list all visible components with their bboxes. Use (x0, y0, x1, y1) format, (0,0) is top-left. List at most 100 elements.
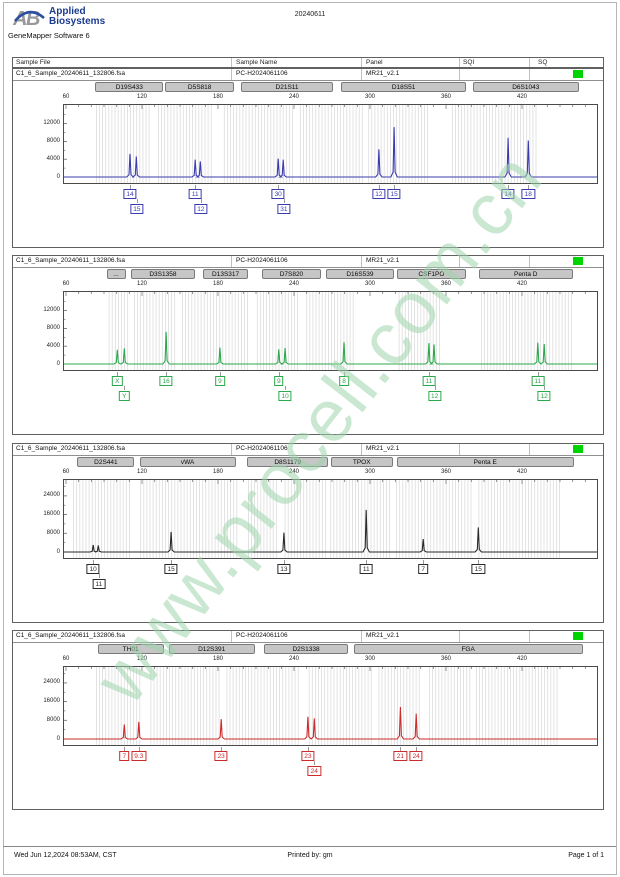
allele-connector (508, 185, 510, 189)
marker-d7s820[interactable]: D7S820 (262, 269, 321, 279)
x-tick-label: 120 (136, 656, 148, 662)
allele-label[interactable]: 15 (130, 204, 144, 214)
column-divider (231, 69, 232, 80)
col-panel: Panel (366, 59, 383, 66)
sample-name-value: PC-H2024061106 (236, 70, 288, 77)
allele-label[interactable]: 15 (387, 189, 401, 199)
allele-label[interactable]: 18 (521, 189, 535, 199)
allele-label[interactable]: 30 (271, 189, 285, 199)
allele-label[interactable]: 11 (422, 376, 436, 386)
sample-name-value: PC-H2024061106 (236, 445, 288, 452)
allele-labels-row: X Y 16 9 9 10 8 11 12 11 12 (63, 372, 598, 412)
x-tick-label: 60 (62, 94, 70, 100)
allele-label[interactable]: 15 (471, 564, 485, 574)
column-divider (231, 58, 232, 67)
y-tick-label: 8000 (46, 716, 60, 723)
allele-label[interactable]: 12 (427, 391, 442, 401)
column-divider (529, 69, 530, 80)
marker-tpox[interactable]: TPOX (330, 457, 393, 467)
marker-fga[interactable]: FGA (353, 644, 583, 654)
y-tick-label: 0 (56, 735, 60, 742)
marker-d2s1338[interactable]: D2S1338 (263, 644, 349, 654)
allele-connector (278, 372, 280, 376)
allele-label[interactable]: 11 (188, 189, 202, 199)
allele-connector (219, 372, 221, 376)
marker-d8s1179[interactable]: D8S1179 (247, 457, 329, 467)
x-tick-label: 60 (62, 656, 70, 662)
allele-label[interactable]: 14 (123, 189, 137, 199)
allele-label[interactable]: 7 (119, 751, 130, 761)
electropherogram-plot[interactable]: 0 8000 16000 24000 (43, 666, 598, 746)
column-divider (459, 444, 460, 455)
allele-label[interactable]: 21 (393, 751, 408, 761)
marker-th01[interactable]: TH01 (97, 644, 164, 654)
marker-d5s818[interactable]: D5S818 (164, 82, 235, 92)
allele-label[interactable]: X (112, 376, 123, 386)
allele-label[interactable]: 10 (278, 391, 292, 401)
marker-d2s441[interactable]: D2S441 (77, 457, 135, 467)
allele-label[interactable]: 14 (501, 189, 515, 199)
allele-connector (195, 185, 197, 189)
allele-connector (366, 560, 368, 564)
electropherogram-plot[interactable]: 0 4000 8000 12000 (43, 104, 598, 184)
marker-[interactable]: ... (106, 269, 126, 279)
marker-d12s391[interactable]: D12S391 (168, 644, 255, 654)
col-sq: SQ (538, 59, 548, 66)
marker-d6s1043[interactable]: D6S1043 (472, 82, 579, 92)
allele-label[interactable]: 11 (531, 376, 545, 386)
y-tick-label: 8000 (46, 137, 60, 144)
allele-label[interactable]: 24 (307, 766, 321, 776)
allele-label[interactable]: 9 (215, 376, 225, 386)
allele-label[interactable]: 23 (214, 751, 228, 761)
allele-labels-row: 7 9.3 23 23 24 21 24 (63, 747, 598, 787)
allele-connector (307, 747, 309, 751)
allele-label[interactable]: 12 (537, 391, 551, 401)
allele-label[interactable]: 10 (86, 564, 100, 574)
column-divider (231, 256, 232, 267)
allele-label[interactable]: 9 (273, 376, 284, 386)
marker-d13s317[interactable]: D13S317 (202, 269, 249, 279)
column-divider (529, 444, 530, 455)
marker-d16s539[interactable]: D16S539 (325, 269, 395, 279)
allele-label[interactable]: 24 (409, 751, 423, 761)
allele-label[interactable]: 16 (159, 376, 173, 386)
panel-block-black: C1_6_Sample_20240611_132806.fsa PC-H20240… (12, 443, 604, 623)
allele-connector (285, 386, 287, 390)
allele-label[interactable]: 15 (164, 564, 178, 574)
electropherogram-plot[interactable]: 0 4000 8000 12000 (43, 291, 598, 371)
panel-block-blue: C1_6_Sample_20240611_132806.fsa PC-H20240… (12, 68, 604, 248)
x-tick-label: 360 (440, 656, 452, 662)
x-tick-label: 60 (62, 469, 70, 475)
marker-pentae[interactable]: Penta E (396, 457, 574, 467)
column-divider (361, 58, 362, 67)
x-axis-labels: 60 120 180 240 300 360 420 (63, 469, 598, 477)
y-tick-label: 8000 (46, 324, 60, 331)
electropherogram-plot[interactable]: 0 8000 16000 24000 (43, 479, 598, 559)
marker-d19s433[interactable]: D19S433 (95, 82, 164, 92)
allele-label[interactable]: 11 (359, 564, 373, 574)
marker-csf1po[interactable]: CSF1PO (396, 269, 467, 279)
allele-label[interactable]: 23 (301, 751, 315, 761)
allele-label[interactable]: 11 (92, 579, 106, 589)
marker-d21s11[interactable]: D21S11 (240, 82, 334, 92)
allele-connector (130, 185, 131, 189)
marker-vwa[interactable]: vWA (139, 457, 236, 467)
allele-label[interactable]: Y (119, 391, 130, 401)
sq-quality-indicator (573, 70, 583, 78)
allele-label[interactable]: 8 (339, 376, 349, 386)
x-tick-label: 180 (212, 656, 224, 662)
allele-connector (478, 560, 480, 564)
marker-d3s1358[interactable]: D3S1358 (130, 269, 196, 279)
allele-label[interactable]: 12 (194, 204, 208, 214)
allele-label[interactable]: 9.3 (131, 751, 147, 761)
marker-pentad[interactable]: Penta D (478, 269, 573, 279)
allele-label[interactable]: 12 (372, 189, 386, 199)
panel-value: MR21_v2.1 (366, 445, 400, 452)
panel-value: MR21_v2.1 (366, 70, 400, 77)
marker-d18s51[interactable]: D18S51 (340, 82, 467, 92)
allele-label[interactable]: 13 (277, 564, 291, 574)
allele-connector (221, 747, 223, 751)
allele-label[interactable]: 31 (277, 204, 291, 214)
allele-label[interactable]: 7 (418, 564, 428, 574)
x-tick-label: 120 (136, 469, 148, 475)
